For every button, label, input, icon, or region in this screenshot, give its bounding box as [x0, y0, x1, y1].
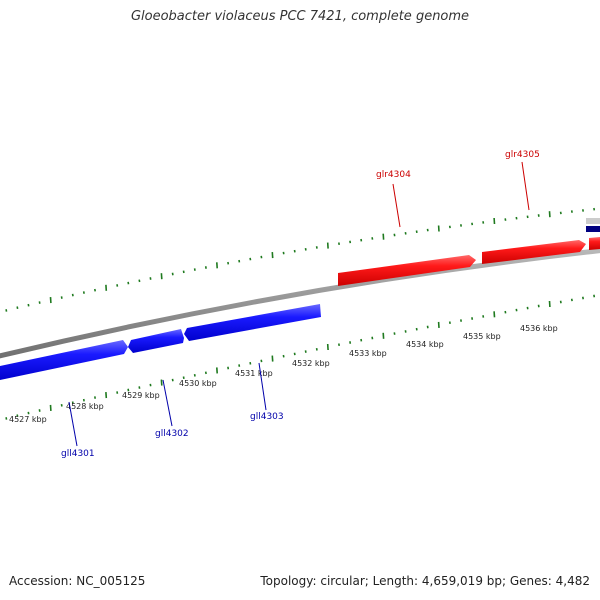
- kbp-label: 4527 kbp: [9, 415, 47, 424]
- gene-arrow-gll4302[interactable]: [128, 329, 184, 353]
- genome-backbone: [0, 248, 600, 359]
- gene-label-gll4302[interactable]: gll4302: [155, 429, 189, 439]
- gene-arrow-glr4304[interactable]: [338, 255, 476, 286]
- inner-tick-row: [5, 294, 596, 420]
- kbp-label: 4533 kbp: [349, 349, 387, 358]
- leader-line-gll4302: [162, 379, 173, 427]
- accession-text: Accession: NC_005125: [9, 574, 146, 588]
- feature-edge-navy[interactable]: [586, 226, 600, 232]
- gene-arrow-edge-red[interactable]: [589, 237, 600, 250]
- leader-line-glr4305: [521, 161, 530, 211]
- gene-arrow-gll4303[interactable]: [184, 304, 321, 341]
- kbp-label: 4532 kbp: [292, 359, 330, 368]
- gene-label-glr4305[interactable]: glr4305: [505, 150, 540, 160]
- kbp-label: 4534 kbp: [406, 340, 444, 349]
- kbp-label: 4535 kbp: [463, 332, 501, 341]
- outer-tick-row: [5, 207, 596, 312]
- kbp-label: 4530 kbp: [179, 379, 217, 388]
- gene-label-glr4304[interactable]: glr4304: [376, 170, 411, 180]
- kbp-label: 4529 kbp: [122, 391, 160, 400]
- feature-edge-grey[interactable]: [586, 218, 600, 224]
- leader-line-gll4301: [68, 401, 78, 447]
- gene-label-gll4301[interactable]: gll4301: [61, 449, 95, 459]
- leader-line-glr4304: [392, 183, 401, 228]
- gene-label-gll4303[interactable]: gll4303: [250, 412, 284, 422]
- kbp-label: 4528 kbp: [66, 402, 104, 411]
- kbp-label: 4536 kbp: [520, 324, 558, 333]
- kbp-labels: 4527 kbp 4528 kbp 4529 kbp 4530 kbp 4531…: [9, 324, 558, 424]
- gene-arrow-glr4305[interactable]: [482, 240, 586, 264]
- leader-line-gll4303: [258, 362, 267, 411]
- gene-arrow-gll4301[interactable]: [0, 340, 128, 381]
- summary-text: Topology: circular; Length: 4,659,019 bp…: [260, 574, 590, 588]
- kbp-label: 4531 kbp: [235, 369, 273, 378]
- genome-title: Gloeobacter violaceus PCC 7421, complete…: [130, 9, 470, 24]
